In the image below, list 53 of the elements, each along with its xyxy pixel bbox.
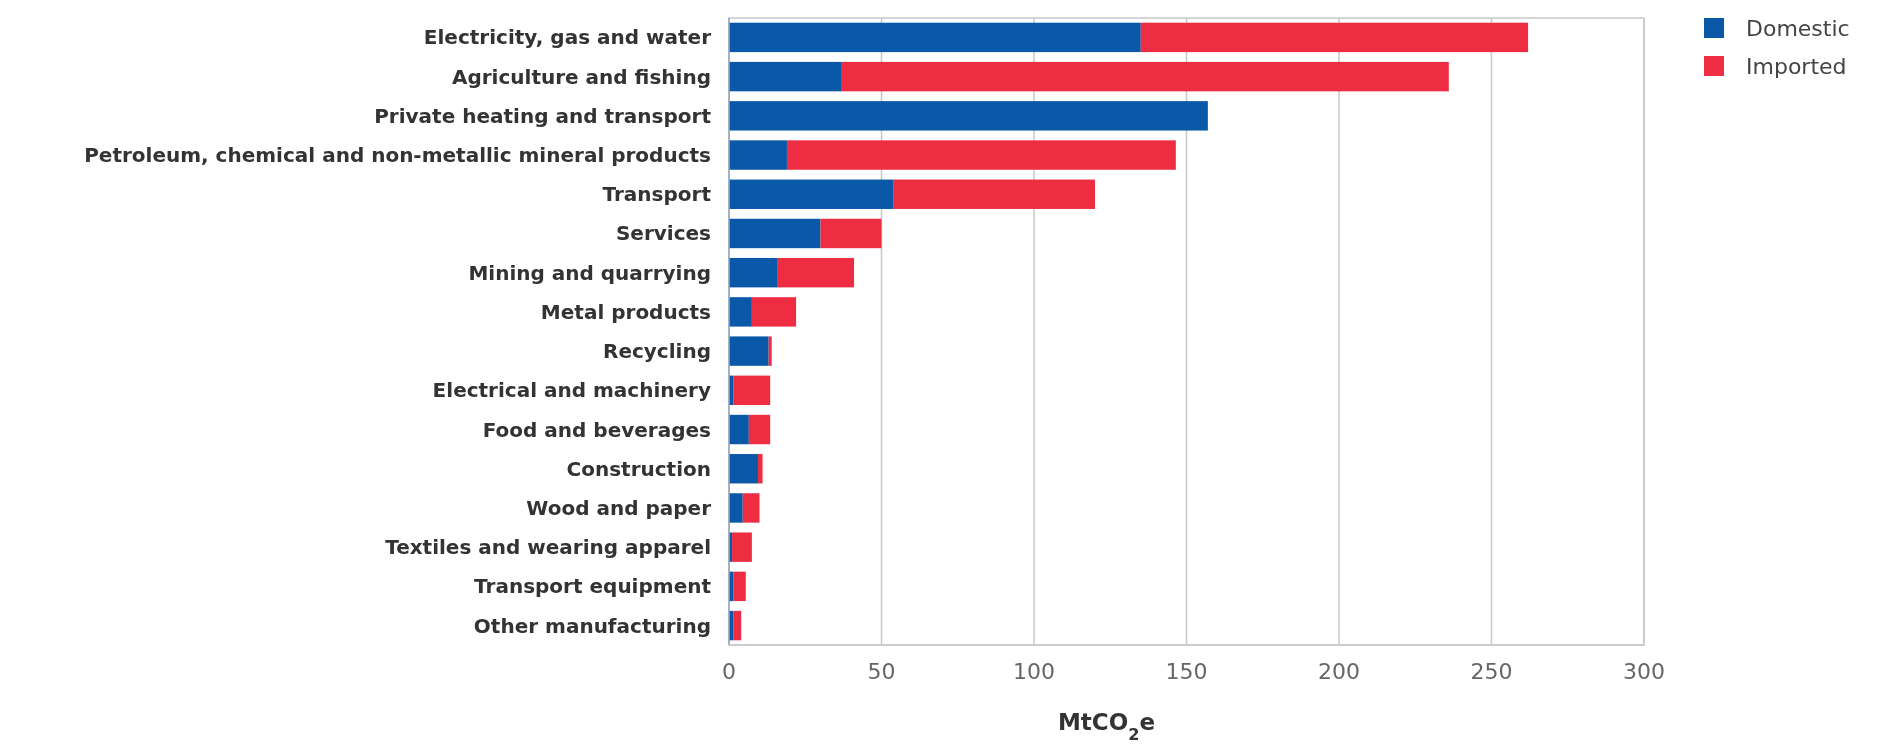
bar <box>1140 22 1529 53</box>
legend-label: Imported <box>1746 53 1847 79</box>
x-tick-label: 300 <box>1623 659 1665 684</box>
y-tick-label: Transport equipment <box>474 574 712 599</box>
y-tick-label: Electrical and machinery <box>432 378 711 403</box>
y-tick-label: Transport <box>602 182 712 207</box>
bar <box>733 375 771 406</box>
y-tick-label: Electricity, gas and water <box>423 25 712 50</box>
y-tick-label: Mining and quarrying <box>468 260 711 285</box>
y-tick-label: Other manufacturing <box>473 613 711 638</box>
bar <box>729 179 894 209</box>
y-tick-label: Recycling <box>603 339 711 364</box>
y-tick-label: Metal products <box>540 299 711 324</box>
bar <box>732 532 752 562</box>
y-tick-label: Textiles and wearing apparel <box>385 535 711 560</box>
bar <box>742 493 760 523</box>
bar <box>748 414 771 445</box>
y-tick-label: Private heating and transport <box>374 103 712 128</box>
bar <box>777 257 855 288</box>
bar <box>733 610 742 641</box>
bar <box>751 297 797 327</box>
bar <box>729 336 769 366</box>
legend-label: Domestic <box>1746 15 1850 41</box>
bar <box>893 179 1095 209</box>
bar <box>729 414 749 445</box>
x-tick-label: 100 <box>1013 659 1055 684</box>
bar <box>729 61 842 92</box>
x-tick-label: 250 <box>1470 659 1513 684</box>
bar <box>841 61 1449 92</box>
bar <box>729 22 1141 53</box>
bar <box>729 493 743 523</box>
y-tick-label: Construction <box>566 456 711 481</box>
x-tick-label: 0 <box>722 659 736 684</box>
x-tick-label: 200 <box>1318 659 1360 684</box>
bar <box>786 140 1176 170</box>
bar <box>757 454 763 484</box>
bar <box>729 454 758 484</box>
y-tick-label: Agriculture and fishing <box>451 64 711 89</box>
bar <box>729 101 1208 131</box>
bar <box>768 336 772 366</box>
y-tick-label: Services <box>615 221 711 246</box>
y-tick-label: Wood and paper <box>526 495 712 520</box>
bar <box>820 218 882 249</box>
x-tick-label: 50 <box>867 659 896 684</box>
x-tick-label: 150 <box>1165 659 1208 684</box>
bar <box>729 218 821 249</box>
bar <box>729 297 752 327</box>
bar <box>733 571 746 602</box>
y-tick-label: Food and beverages <box>482 417 711 442</box>
y-tick-label: Petroleum, chemical and non-metallic mineral products <box>84 143 711 168</box>
bar <box>729 140 787 170</box>
bar <box>729 257 778 288</box>
x-axis-title: MtCO$_{2}$e <box>1057 709 1156 744</box>
